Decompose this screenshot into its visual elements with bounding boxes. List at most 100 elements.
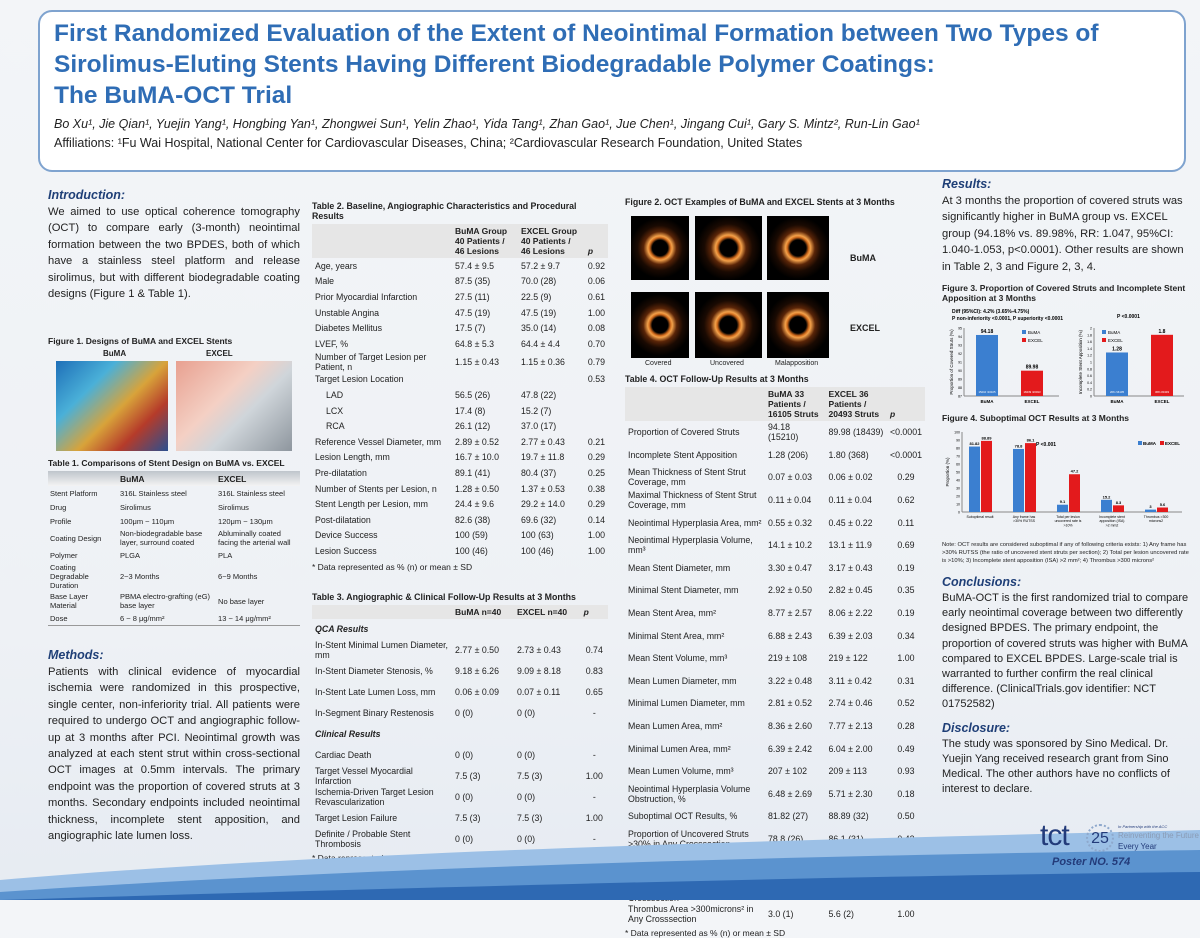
poster-header: First Randomized Evaluation of the Exten…	[38, 10, 1186, 172]
table-row: Pre-dilatation 89.1 (41) 80.4 (37) 0.25	[312, 465, 608, 481]
cell: 0.21	[587, 436, 605, 447]
fig1-label-excel: EXCEL	[206, 349, 233, 359]
cell: 0.31	[897, 675, 915, 686]
table-row: Neointimal Hyperplasia Area, mm² 0.55 ± 0…	[625, 511, 925, 534]
cell: 6.39 ± 2.42	[768, 743, 812, 754]
table3: BuMA n=40 EXCEL n=40 p QCA Results In-Stent …	[312, 604, 608, 850]
cell: 2.82 ± 0.45	[828, 585, 873, 596]
bar-value-label: 1.28	[1112, 347, 1122, 353]
cell: 0.55 ± 0.32	[768, 517, 812, 528]
row-label: Mean Lumen Volume, mm³	[628, 766, 734, 777]
table-row: Device Success 100 (59) 100 (63) 1.00	[312, 528, 608, 544]
fig4-caption: Figure 4. Suboptimal OCT Results at 3 Mo…	[942, 413, 1130, 424]
y-tick-label: 1.8	[1087, 333, 1092, 337]
table-row: In-Stent Late Lumen Loss, mm 0.06 ± 0.09 0…	[312, 682, 608, 703]
cell	[585, 387, 608, 403]
cell: 3.0 (1)	[768, 909, 794, 920]
cell: 29.2 ± 14.0	[520, 499, 565, 510]
row-label: Coating Design	[50, 533, 102, 543]
cell: 0.11	[897, 517, 915, 528]
cell: 0 (0)	[516, 792, 536, 803]
decorative-wave	[0, 830, 1200, 900]
column-header: BuMA n=40	[452, 604, 514, 619]
cell: 37.0 (17)	[520, 421, 557, 432]
cell: PBMA electro-grafting (eG) base layer	[120, 592, 211, 611]
cell: 3.22 ± 0.48	[768, 675, 812, 686]
bar-excel	[1157, 507, 1168, 513]
logo-tagline: In Partnership with the ACC	[1118, 824, 1168, 829]
cell: 22.5 (9)	[520, 291, 552, 302]
fig1: BuMA EXCEL	[48, 349, 300, 454]
legend-swatch	[1102, 338, 1106, 343]
y-tick-label: 0.8	[1087, 367, 1092, 371]
bar-buma	[1101, 499, 1112, 513]
fig3-annotation: P non-inferiority <0.0001, P superiority…	[952, 316, 1063, 322]
cell: 70.0 (28)	[520, 276, 557, 287]
cell: 2.77 ± 0.50	[455, 645, 499, 656]
cell: 0.29	[897, 472, 915, 483]
row-label: Polymer	[50, 550, 78, 560]
y-tick-label: 1.6	[1087, 340, 1092, 344]
affiliations: Affiliations: ¹Fu Wai Hospital, National…	[54, 136, 803, 150]
row-label: Target Lesion Failure	[315, 813, 398, 824]
cell: 1.00	[897, 653, 915, 664]
bar-value-label: 3	[1149, 504, 1152, 509]
y-tick-label: 20	[956, 495, 960, 499]
bar-excel	[1069, 474, 1080, 513]
cell: 0.61	[587, 291, 605, 302]
fig1-label-buma: BuMA	[103, 349, 127, 359]
header-row: BuMA n=40 EXCEL n=40 p	[312, 604, 608, 619]
row-label: Minimal Stent Area, mm²	[628, 630, 725, 641]
y-tick-label: 30	[956, 487, 960, 491]
bar-value-label: 47.2	[1071, 469, 1080, 474]
row-label: Thrombus Area >300microns² in Any Crosss…	[628, 904, 754, 925]
oct-image	[767, 292, 829, 358]
disclosure-heading: Disclosure:	[942, 720, 1011, 735]
table-row: Mean Lumen Volume, mm³ 207 ± 102 209 ± 113…	[625, 760, 925, 783]
table-row: Neointimal Hyperplasia Volume, mm³ 14.1 ±…	[625, 534, 925, 557]
table-row: Lesion Length, mm 16.7 ± 10.0 19.7 ± 11.8 0…	[312, 450, 608, 466]
cell: 0.49	[897, 743, 915, 754]
y-tick-label: 80	[956, 447, 960, 451]
y-tick-label: 0.6	[1087, 374, 1092, 378]
cell: 0.14	[587, 514, 605, 525]
fig3-annotation: Diff (95%CI): 4.2% (3.65%-4.75%)	[952, 309, 1030, 315]
legend-swatch	[1102, 330, 1106, 335]
table2: BuMA Group 40 Patients / 46 Lesions EXCEL…	[312, 224, 608, 559]
cell: 13.1 ± 11.9	[828, 540, 872, 551]
row-label: Cardiac Death	[315, 750, 372, 761]
row-label: Ischemia-Driven Target Lesion Revascular…	[315, 787, 434, 808]
cell: 69.6 (32)	[520, 514, 557, 525]
cell: 0 (0)	[516, 708, 536, 719]
table-row: Base Layer Material PBMA electro-grafting…	[48, 591, 300, 611]
cell: 47.8 (22)	[520, 389, 557, 400]
y-tick-label: 91	[958, 361, 962, 365]
row-label: Reference Vessel Diameter, mm	[315, 436, 442, 447]
cell: 7.5 (3)	[455, 771, 481, 782]
table-row: Diabetes Mellitus 17.5 (7) 35.0 (14) 0.08	[312, 320, 608, 336]
table-row: Target Vessel Myocardial Infarction 7.5 (…	[312, 766, 608, 787]
fig2-label: Covered	[645, 360, 672, 367]
table-row: LAD 56.5 (26) 47.8 (22)	[312, 387, 608, 403]
cell: 9.09 ± 8.18	[516, 666, 561, 677]
table-row: Dose 6 ~ 8 μg/mm² 13 ~ 14 μg/mm²	[48, 611, 300, 626]
cell: 1.00	[587, 530, 605, 541]
table-row: Minimal Lumen Diameter, mm 2.81 ± 0.52 2.7…	[625, 692, 925, 715]
column-header: EXCEL	[216, 471, 300, 487]
cell	[585, 418, 608, 434]
cell: 2.77 ± 0.43	[520, 436, 565, 447]
cell: 0.19	[897, 608, 915, 619]
table-row: Minimal Lumen Area, mm² 6.39 ± 2.42 6.04 ±…	[625, 737, 925, 760]
bar-buma	[976, 335, 998, 397]
fig2-label: Malapposition	[775, 360, 819, 367]
table-row: Target Lesion Location 0.53	[312, 372, 608, 388]
y-tick-label: 88	[958, 386, 962, 390]
cell: 89.1 (41)	[455, 467, 491, 478]
cell: 89.98 (18439)	[828, 427, 884, 438]
fig2-label: Uncovered	[710, 360, 744, 367]
row-label: Profile	[50, 516, 72, 526]
cell: 0.38	[587, 483, 605, 494]
cell: 0.11 ± 0.04	[828, 495, 872, 506]
cell: 64.8 ± 5.3	[455, 338, 495, 349]
column-header	[625, 387, 765, 421]
